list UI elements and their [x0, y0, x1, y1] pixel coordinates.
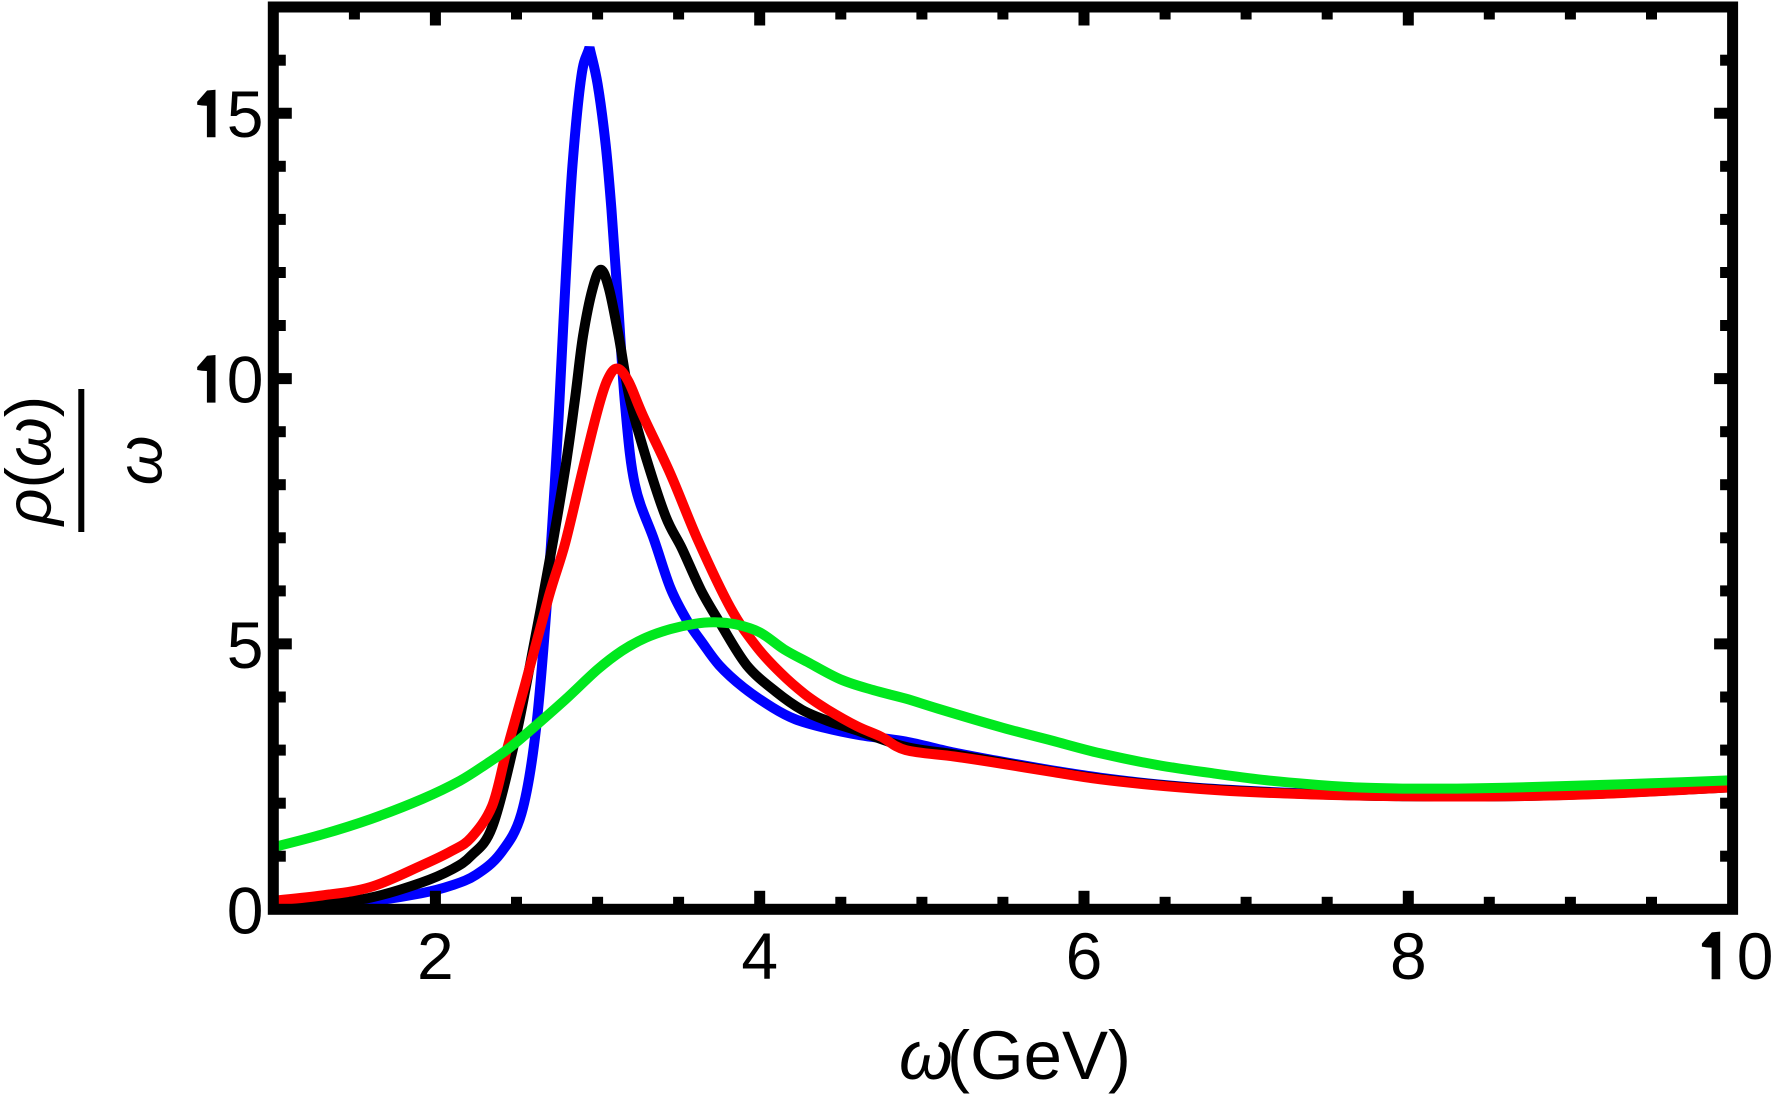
- svg-text:2: 2: [417, 919, 454, 993]
- svg-text:0: 0: [1737, 919, 1772, 993]
- svg-text:0: 0: [227, 343, 264, 417]
- svg-text:(GeV): (GeV): [947, 1017, 1131, 1094]
- svg-text:8: 8: [1390, 919, 1427, 993]
- svg-text:ω: ω: [103, 436, 175, 486]
- svg-text:ρ(ω): ρ(ω): [0, 396, 64, 527]
- svg-text:5: 5: [227, 77, 264, 151]
- svg-text:5: 5: [227, 608, 264, 682]
- svg-text:4: 4: [741, 919, 778, 993]
- svg-text:ω: ω: [899, 1017, 953, 1094]
- svg-text:6: 6: [1066, 919, 1103, 993]
- svg-text:0: 0: [227, 873, 264, 947]
